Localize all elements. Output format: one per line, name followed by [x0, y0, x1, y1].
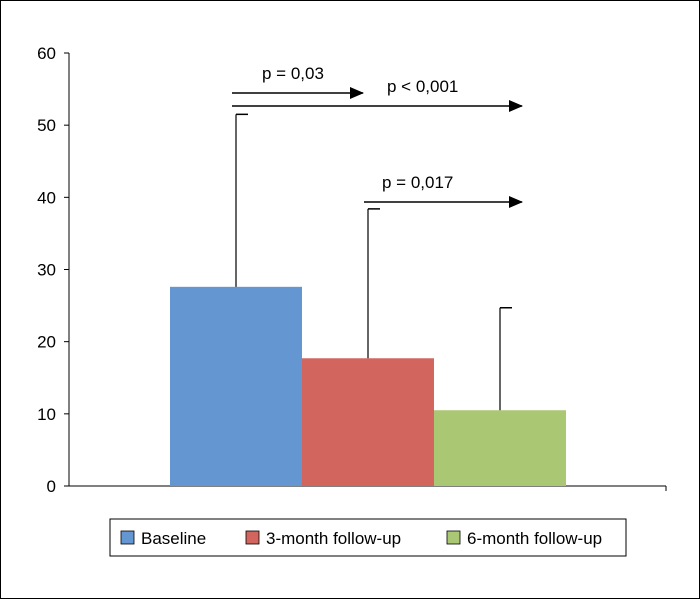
- legend-label: 3-month follow-up: [266, 529, 401, 548]
- y-tick-label: 30: [37, 261, 56, 280]
- bar: [434, 410, 566, 486]
- legend-label: Baseline: [141, 529, 206, 548]
- bar: [302, 358, 434, 486]
- legend-swatch: [446, 530, 461, 545]
- legend-label: 6-month follow-up: [467, 529, 602, 548]
- significance-label: p = 0,03: [262, 64, 324, 83]
- y-tick-label: 50: [37, 116, 56, 135]
- y-tick-label: 0: [47, 477, 56, 496]
- y-tick-label: 40: [37, 188, 56, 207]
- y-tick-label: 10: [37, 405, 56, 424]
- significance-label: p = 0,017: [382, 173, 453, 192]
- y-tick-label: 60: [37, 44, 56, 63]
- significance-label: p < 0,001: [387, 77, 458, 96]
- legend-swatch: [245, 530, 260, 545]
- legend-swatch: [120, 530, 135, 545]
- bar: [170, 286, 302, 486]
- y-tick-label: 20: [37, 333, 56, 352]
- legend-box: [109, 518, 627, 557]
